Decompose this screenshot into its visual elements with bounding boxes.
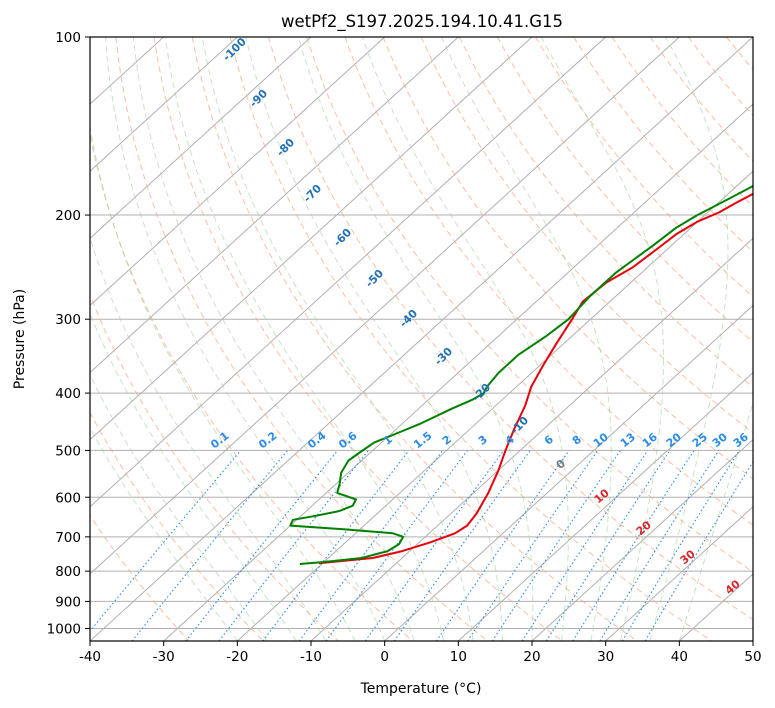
dry-adiabat-line	[115, 37, 488, 641]
isotherm-line	[384, 304, 753, 641]
mixing-ratio-line	[262, 450, 410, 641]
mixing-ratio-line	[467, 450, 599, 641]
x-tick-label: 20	[523, 649, 540, 665]
y-tick-label: 300	[55, 312, 81, 328]
mixing-ratio-line	[325, 450, 468, 641]
dry-adiabat-line	[420, 37, 753, 434]
y-axis-label: Pressure (hPa)	[12, 289, 28, 389]
isotherm-line	[90, 37, 386, 307]
moist-adiabat-line	[90, 123, 356, 641]
moist-adiabat-line	[90, 373, 268, 641]
isotherm-line	[605, 506, 753, 641]
moist-adiabat-line	[297, 37, 534, 641]
x-tick-label: -20	[226, 649, 248, 665]
moist-adiabat-line	[678, 401, 753, 641]
isotherm-line	[310, 237, 753, 641]
profile-line	[289, 184, 753, 565]
moist-adiabat-line	[90, 312, 297, 641]
moist-adiabat-line	[361, 37, 569, 641]
mixing-ratio-line	[298, 450, 444, 641]
moist-adiabat-line	[105, 37, 386, 641]
isotherm-line	[90, 37, 459, 374]
dry-adiabat-line	[344, 37, 753, 526]
moist-adiabat-line	[201, 37, 474, 641]
dry-adiabat-line	[268, 37, 753, 621]
mixing-ratio-line	[90, 450, 242, 632]
x-tick-label: 50	[744, 649, 761, 665]
y-tick-label: 100	[55, 30, 81, 46]
axis-ticks: -40 -30 -20 -10 0 10 20 30 40 50 100 200 300 400 500 60…	[47, 30, 762, 665]
moist-adiabat-line	[164, 37, 445, 641]
mixing-ratio-line	[131, 450, 289, 641]
moist-adiabat-line	[90, 426, 238, 641]
x-tick-label: 0	[380, 649, 389, 665]
dry-adiabat-line	[191, 37, 638, 641]
plot-frame	[89, 36, 754, 642]
isotherm-line	[90, 37, 312, 240]
x-tick-label: -10	[300, 649, 322, 665]
mixing-ratio-line	[521, 450, 649, 641]
y-tick-label: 900	[55, 594, 81, 610]
moist-adiabat-line	[245, 37, 503, 641]
x-tick-label: 40	[671, 649, 688, 665]
y-tick-label: 700	[55, 530, 81, 546]
x-tick-label: 10	[450, 649, 467, 665]
dry-adiabat-line	[90, 411, 264, 641]
y-tick-label: 800	[55, 564, 81, 580]
y-tick-label: 400	[55, 386, 81, 402]
moist-adiabat-line	[90, 236, 327, 641]
y-tick-label: 600	[55, 490, 81, 506]
isotherm-line	[457, 371, 753, 641]
x-tick-label: -30	[153, 649, 175, 665]
x-tick-label: 30	[597, 649, 614, 665]
isotherm-line	[90, 37, 680, 575]
background-grid	[90, 37, 753, 641]
mixing-ratio-line	[364, 450, 505, 641]
x-axis-label: Temperature (°C)	[360, 681, 482, 697]
y-tick-label: 500	[55, 443, 81, 459]
mixing-ratio-line	[435, 450, 570, 641]
mixing-ratio-line	[491, 450, 621, 641]
x-tick-label: -40	[79, 649, 101, 665]
isotherm-line	[531, 438, 753, 641]
mixing-ratio-line	[545, 450, 671, 641]
sounding-profiles	[289, 184, 753, 565]
y-tick-label: 200	[55, 208, 81, 224]
isotherm-line	[90, 37, 238, 172]
mixing-ratio-line	[621, 450, 740, 641]
profile-line	[318, 192, 753, 565]
y-tick-label: 1000	[47, 621, 81, 637]
isotherm-line	[236, 170, 753, 641]
mixing-ratio-line	[572, 450, 695, 641]
moist-adiabat-line	[540, 37, 664, 641]
mixing-ratio-line	[393, 450, 531, 641]
mixing-ratio-line	[599, 450, 720, 641]
isotherm-line	[90, 37, 533, 441]
dry-adiabat-line	[458, 37, 753, 388]
moist-adiabat-line	[132, 37, 415, 641]
moist-adiabat-line	[649, 37, 729, 641]
dry-adiabat-line	[153, 37, 563, 641]
dry-adiabat-line	[90, 131, 414, 641]
chart-title: wetPf2_S197.2025.194.10.41.G15	[281, 12, 563, 32]
moist-adiabat-line	[441, 37, 612, 641]
mixing-ratio-line	[185, 450, 339, 641]
isotherm-line	[163, 103, 753, 641]
isotherm-line	[90, 37, 753, 641]
isotherm-line	[90, 37, 607, 508]
adiabat-lines	[90, 37, 753, 641]
